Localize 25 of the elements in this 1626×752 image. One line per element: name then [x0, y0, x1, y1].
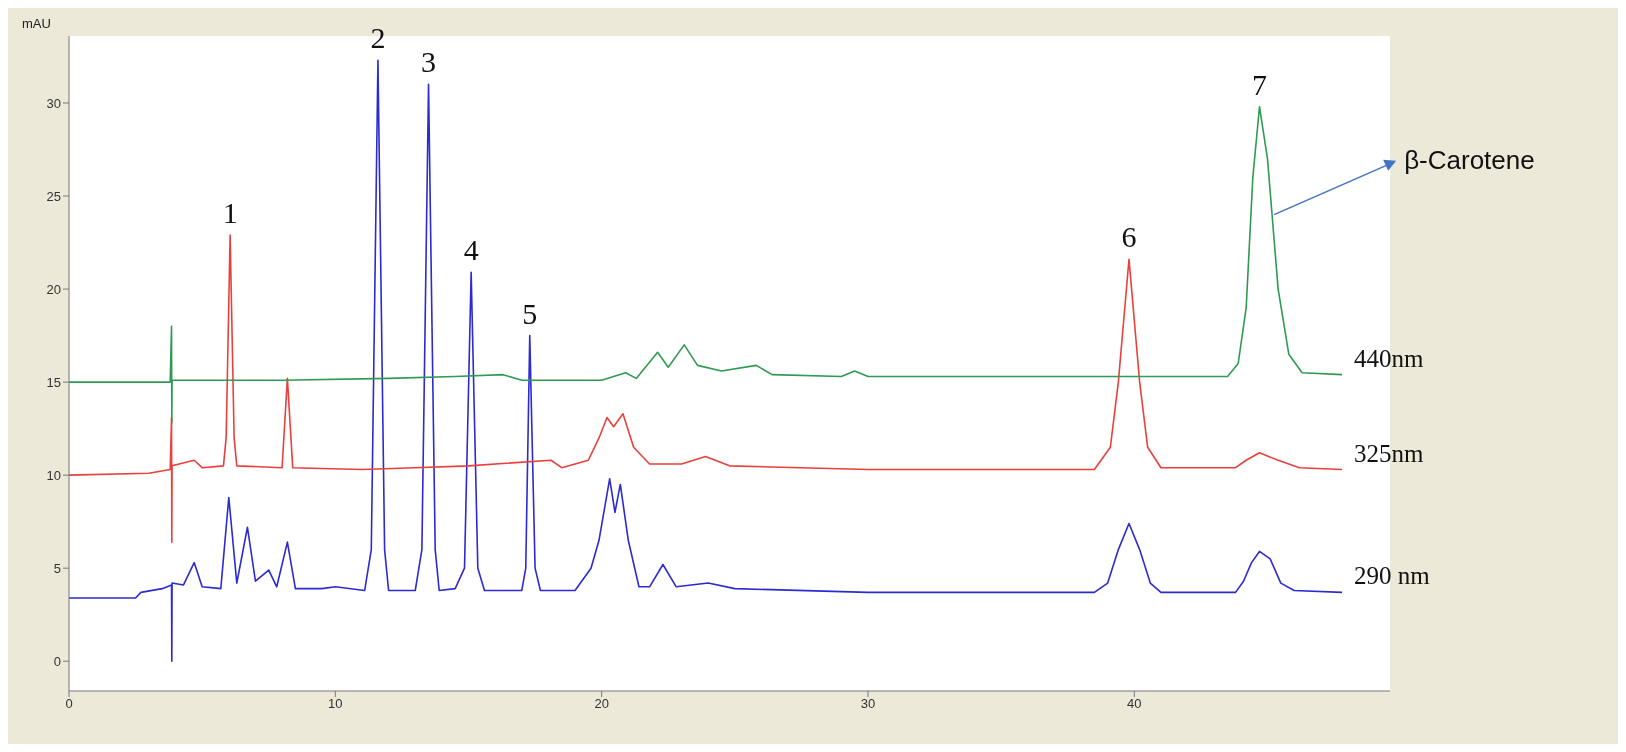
annotation: 7	[1252, 67, 1267, 101]
series-label: 290 nm	[1354, 562, 1431, 590]
series-label: 325nm	[1354, 439, 1425, 467]
annotation: 4	[463, 233, 479, 267]
x-tick-label: 40	[1127, 696, 1142, 712]
series-label: 440nm	[1354, 344, 1425, 372]
y-axis-title: mAU	[22, 16, 51, 31]
x-tick-label: 0	[65, 696, 73, 712]
y-tick-label: 30	[46, 95, 61, 111]
y-tick-label: 20	[46, 281, 61, 297]
annotation: β-Carotene	[1404, 144, 1535, 175]
annotation: 5	[522, 296, 538, 330]
annotation: 1	[222, 196, 238, 230]
y-tick-label: 15	[46, 374, 61, 390]
annotation: 2	[370, 21, 386, 55]
y-tick-label: 0	[53, 653, 61, 669]
annotation: 3	[421, 45, 437, 79]
x-tick-label: 30	[860, 696, 876, 712]
line-series	[69, 105, 1343, 424]
x-tick-label: 20	[594, 696, 609, 712]
y-tick-label: 25	[46, 188, 61, 204]
x-tick-label: 10	[328, 696, 343, 712]
y-tick-label: 5	[53, 560, 61, 576]
annotation: 6	[1121, 220, 1137, 254]
y-tick-label: 10	[46, 467, 61, 483]
